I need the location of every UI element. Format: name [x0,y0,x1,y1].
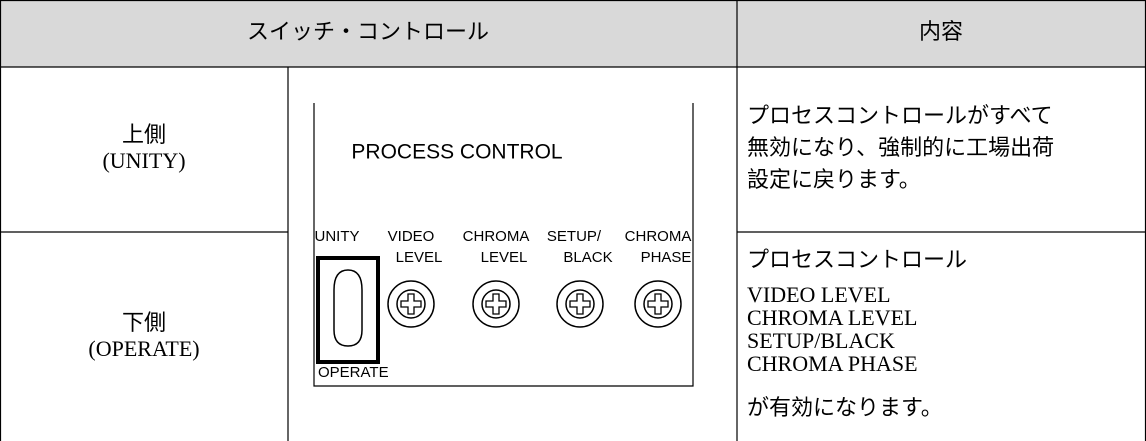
knob-cross [569,293,591,315]
position: 下側 [122,310,166,335]
control-label: LEVEL [481,249,528,266]
knob-cross [647,293,669,315]
knob [387,280,435,328]
description-line: 設定に戻ります。 [747,167,921,192]
knob-inner [565,289,595,319]
control-label: VIDEO [388,228,435,245]
knob [634,280,682,328]
control-label: SETUP/ [547,228,602,245]
panel: PROCESS CONTROL UNITY OPERATE [313,103,694,387]
control-label: LEVEL [396,249,443,266]
position: 上側 [122,122,166,147]
description-line: プロセスコントロール [747,247,967,272]
knob-cross [485,293,507,315]
description-line: プロセスコントロールがすべて [747,103,1053,128]
control-label: PHASE [641,249,692,266]
switch-label: UNITY [315,228,360,245]
knob-inner [643,289,673,319]
description-line: CHROMA LEVEL [747,305,918,330]
switch-label: OPERATE [318,364,389,381]
description-line: VIDEO LEVEL [747,282,891,307]
knob [472,280,520,328]
description-line: が有効になります。 [747,395,943,420]
control-label: CHROMA [463,228,530,245]
mode: (OPERATE) [88,336,199,361]
mode: (UNITY) [102,148,185,173]
header-bg [0,0,1146,67]
knob-cross [400,293,422,315]
description-line: 無効になり、強制的に工場出荷 [747,135,1054,160]
header-cell: 内容 [919,19,963,44]
control-label: BLACK [563,249,612,266]
panel-title: PROCESS CONTROL [351,141,562,164]
knob [556,280,604,328]
control-label: CHROMA [625,228,692,245]
knob-inner [396,289,426,319]
description-line: CHROMA PHASE [747,351,918,376]
description-line: SETUP/BLACK [747,328,895,353]
header-cell: スイッチ・コントロール [247,19,489,44]
knob-inner [481,289,511,319]
